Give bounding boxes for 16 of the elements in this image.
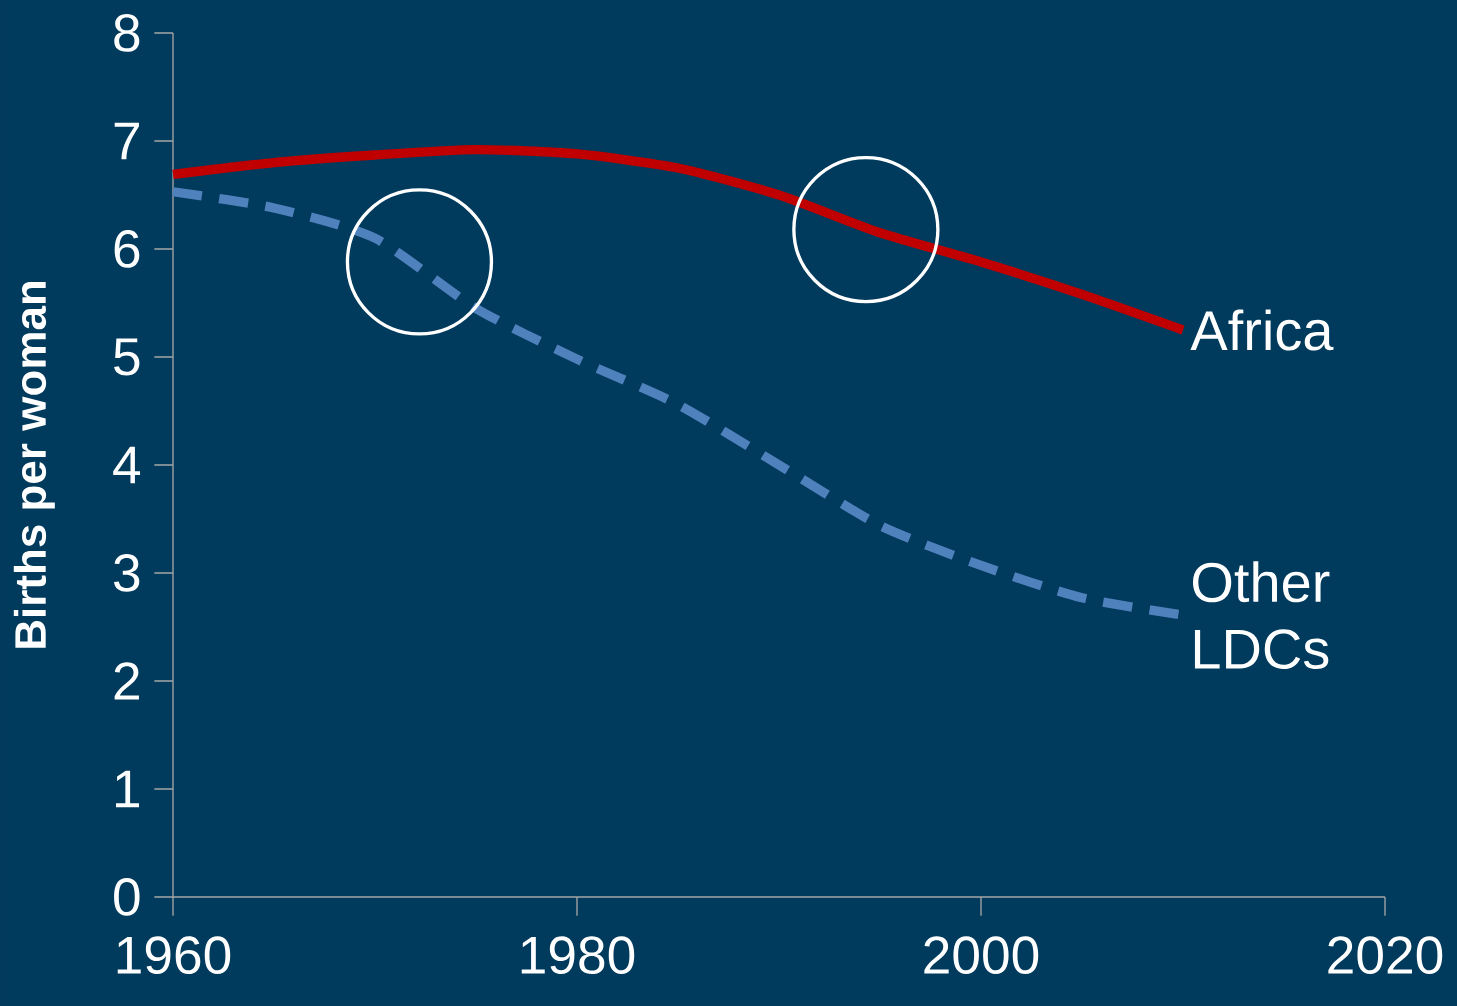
y-tick-label: 6 (114, 230, 140, 268)
x-tick-label: 2000 (924, 936, 1039, 975)
y-tick-label: 0 (114, 878, 140, 916)
y-axis-title: Births per woman (13, 281, 55, 648)
y-tick-label: 5 (114, 338, 140, 376)
x-tick-label: 1960 (117, 936, 231, 975)
y-tick-label: 8 (114, 14, 140, 52)
series-label: Other LDCs (1192, 561, 1330, 669)
y-tick-label: 3 (114, 554, 140, 592)
x-tick-label: 2020 (1328, 936, 1443, 975)
series-label: Africa (1190, 309, 1334, 351)
y-tick-label: 7 (114, 122, 139, 160)
y-tick-label: 1 (116, 770, 140, 808)
y-tick-label: 2 (114, 662, 139, 700)
y-tick-label: 4 (113, 446, 141, 484)
x-tick-label: 1980 (521, 936, 635, 975)
